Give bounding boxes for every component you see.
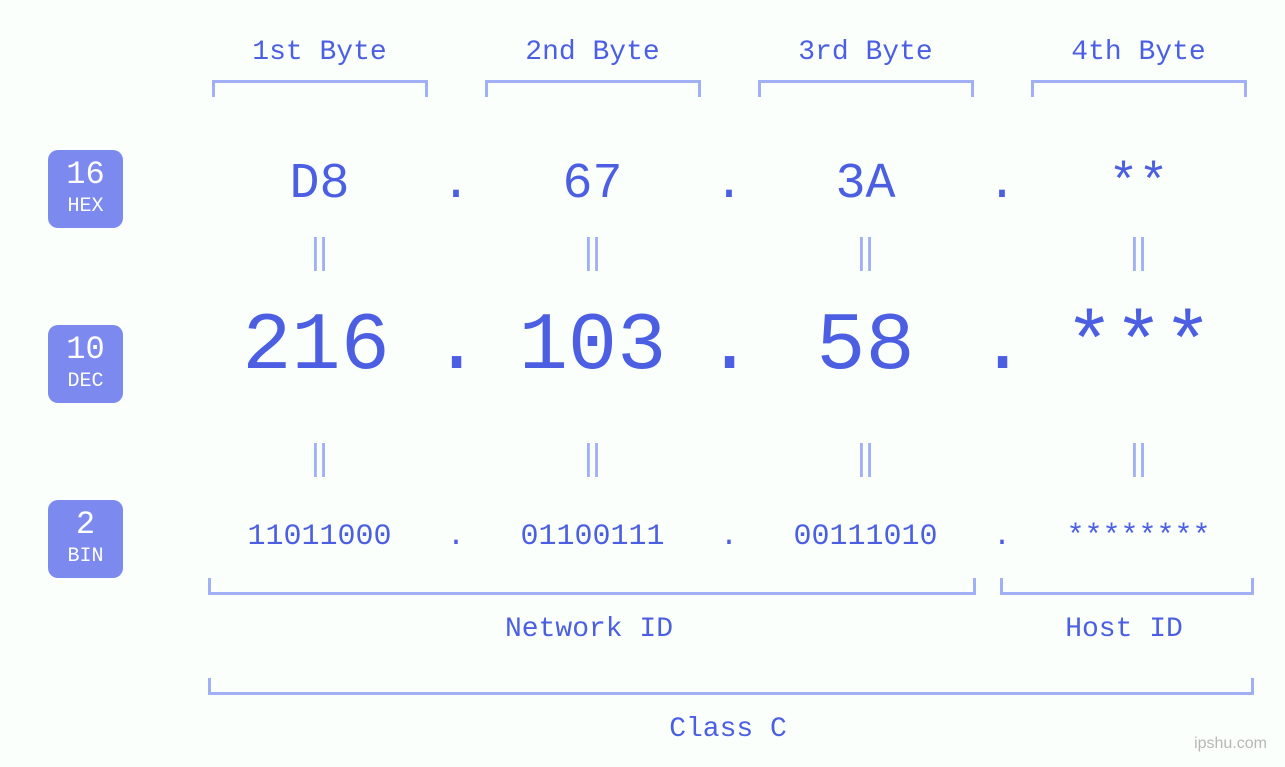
equals-2-1: ‖ [207, 438, 432, 480]
equals-1-3: ‖ [753, 232, 978, 274]
bin-dot-2: . [705, 520, 753, 554]
ip-breakdown-diagram: 1st Byte 2nd Byte 3rd Byte 4th Byte 16 H… [0, 0, 1285, 767]
badge-hex: 16 HEX [48, 150, 123, 228]
badge-bin-txt: BIN [67, 545, 103, 569]
equals-1-1: ‖ [207, 232, 432, 274]
equals-1-2: ‖ [480, 232, 705, 274]
bin-dot-1: . [432, 520, 480, 554]
bracket-host-id [1000, 578, 1254, 595]
byte-header-2: 2nd Byte [480, 37, 705, 68]
hex-dot-2: . [705, 156, 753, 213]
equals-2-2: ‖ [480, 438, 705, 480]
badge-bin-num: 2 [76, 509, 95, 541]
hex-byte-3: 3A [753, 156, 978, 213]
hex-dot-1: . [432, 156, 480, 213]
hex-byte-4: ** [1026, 156, 1251, 213]
dec-byte-1: 216 [185, 300, 447, 393]
hex-dot-3: . [978, 156, 1026, 213]
dec-dot-1: . [432, 300, 480, 393]
bracket-byte-1 [212, 80, 428, 97]
bin-byte-2: 01100111 [480, 520, 705, 554]
label-class: Class C [208, 714, 1248, 745]
equals-2-4: ‖ [1026, 438, 1251, 480]
bracket-class [208, 678, 1254, 695]
badge-dec-num: 10 [66, 334, 104, 366]
bracket-byte-4 [1031, 80, 1247, 97]
byte-header-4: 4th Byte [1026, 37, 1251, 68]
dec-dot-3: . [978, 300, 1026, 393]
bracket-byte-2 [485, 80, 701, 97]
dec-byte-2: 103 [480, 300, 705, 393]
watermark: ipshu.com [1194, 735, 1267, 753]
bin-byte-3: 00111010 [753, 520, 978, 554]
badge-bin: 2 BIN [48, 500, 123, 578]
badge-hex-num: 16 [66, 159, 104, 191]
dec-byte-3: 58 [753, 300, 978, 393]
bin-dot-3: . [978, 520, 1026, 554]
bin-byte-4: ******** [1026, 520, 1251, 554]
equals-1-4: ‖ [1026, 232, 1251, 274]
bracket-network-id [208, 578, 976, 595]
hex-byte-2: 67 [480, 156, 705, 213]
dec-dot-2: . [705, 300, 753, 393]
badge-dec: 10 DEC [48, 325, 123, 403]
badge-dec-txt: DEC [67, 370, 103, 394]
equals-2-3: ‖ [753, 438, 978, 480]
badge-hex-txt: HEX [67, 195, 103, 219]
bracket-byte-3 [758, 80, 974, 97]
byte-header-1: 1st Byte [207, 37, 432, 68]
hex-byte-1: D8 [207, 156, 432, 213]
bin-byte-1: 11011000 [207, 520, 432, 554]
label-host-id: Host ID [1000, 614, 1248, 645]
label-network-id: Network ID [208, 614, 970, 645]
byte-header-3: 3rd Byte [753, 37, 978, 68]
dec-byte-4: *** [1026, 300, 1251, 393]
